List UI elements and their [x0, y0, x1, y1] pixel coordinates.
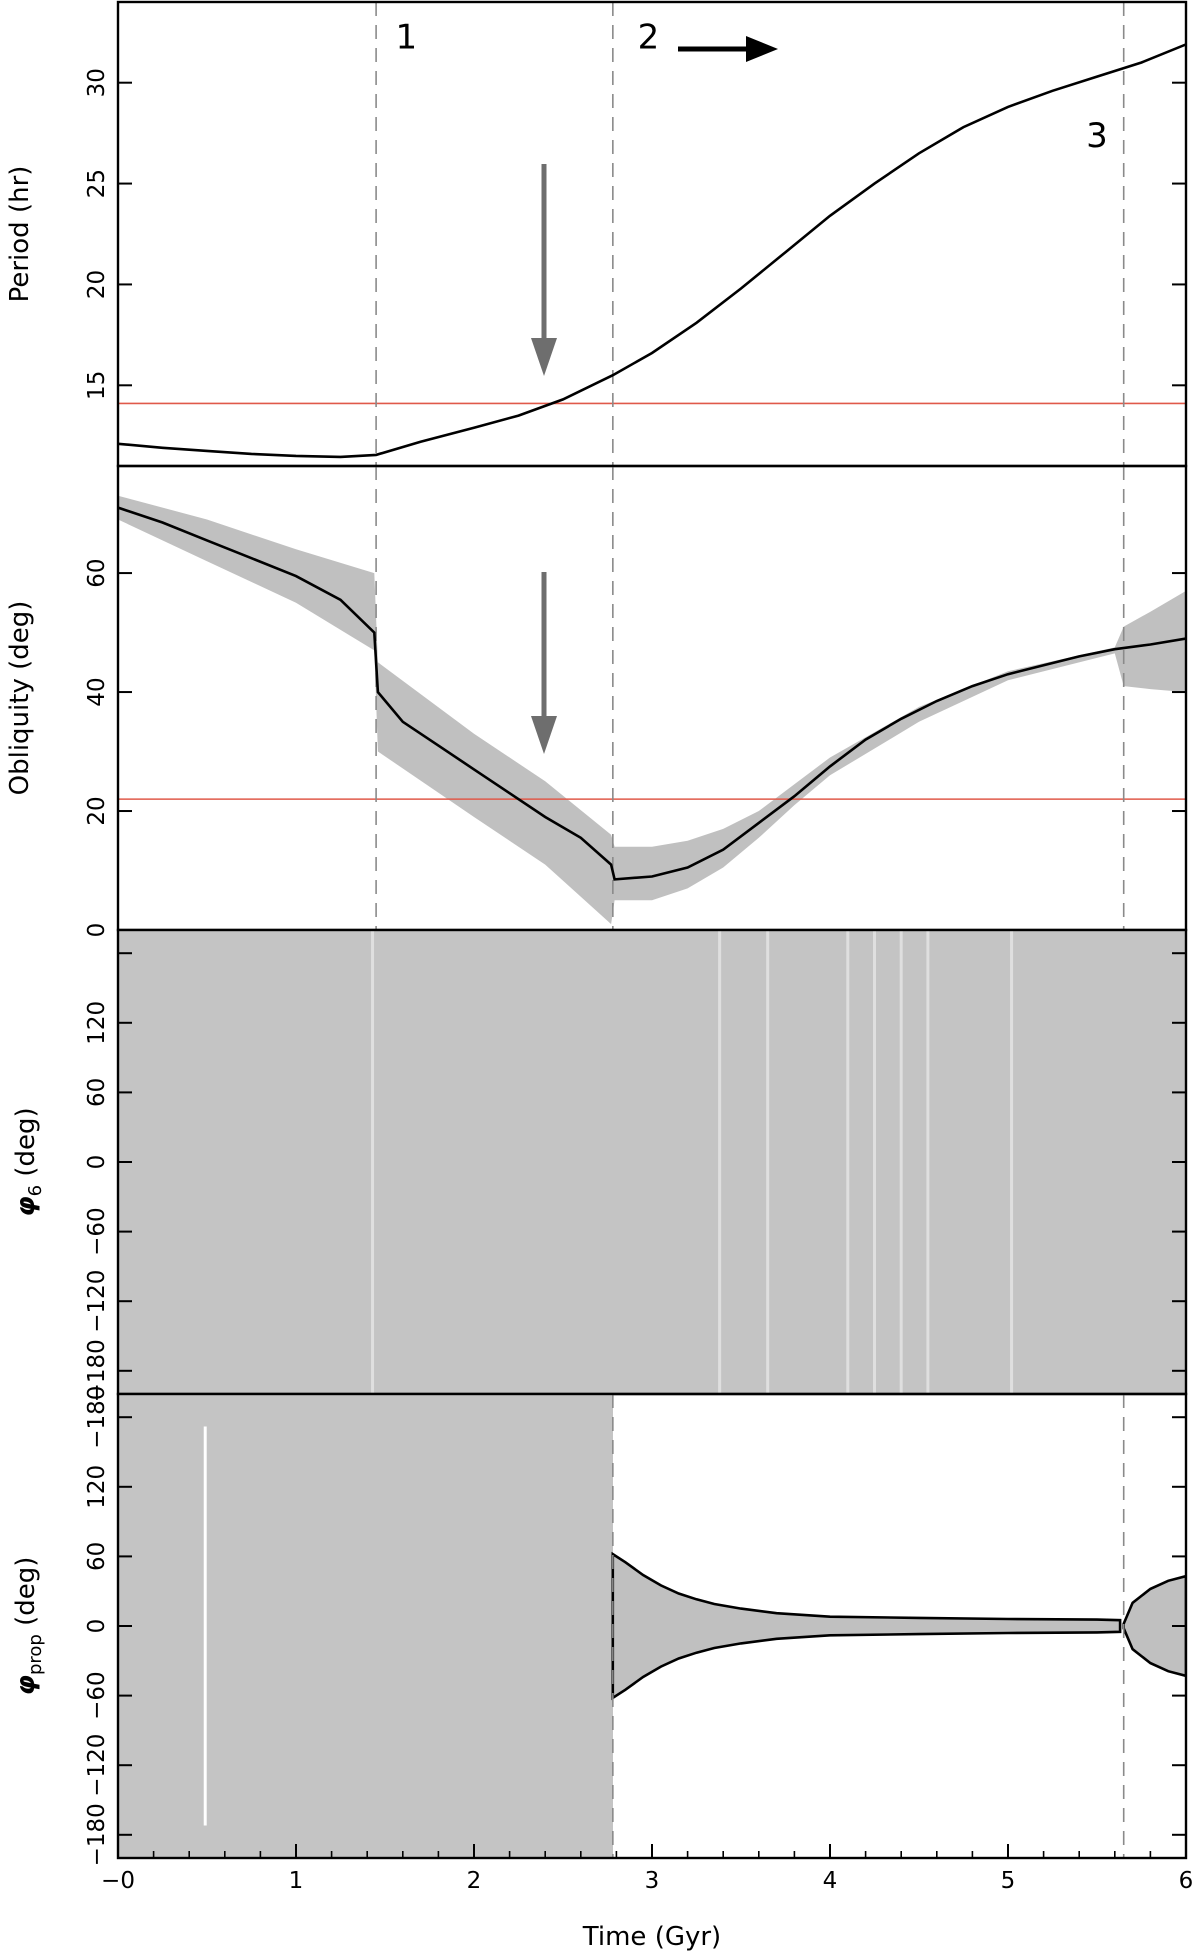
x-axis-label: Time (Gyr)	[582, 1922, 721, 1952]
period-y-axis-label: Period (hr)	[5, 166, 35, 303]
obliquity-curve	[118, 506, 1186, 881]
region-label-3: 3	[1086, 116, 1108, 156]
x-tick-label: −0	[101, 1868, 135, 1894]
y-tick-label: 60	[84, 1078, 110, 1107]
gray-down-arrow-period	[531, 164, 557, 376]
phiprop-libration-band-1	[611, 1551, 1122, 1701]
y-tick-label: 20	[84, 796, 110, 825]
x-tick-label: 6	[1179, 1868, 1194, 1894]
x-tick-label: 5	[1001, 1868, 1016, 1894]
phiprop-libration-band-2	[1122, 1574, 1186, 1678]
y-tick-label: −180	[84, 1339, 110, 1402]
panel-obliquity: 0 20 40 60 Obliquity (deg)	[5, 464, 1188, 938]
panel-phi6: −180 −120 −60 0 60 120 φ6 (deg)	[11, 928, 1188, 1402]
period-curve	[118, 43, 1186, 459]
x-tick-label: 2	[467, 1868, 482, 1894]
y-tick-label: −60	[84, 1207, 110, 1256]
x-tick-label: 3	[645, 1868, 660, 1894]
y-tick-label: 60	[84, 1542, 110, 1571]
y-tick-label: 20	[84, 270, 110, 299]
y-tick-label: 40	[84, 677, 110, 706]
y-tick-label: 60	[84, 558, 110, 587]
y-tick-label: −60	[84, 1671, 110, 1720]
y-tick-label: 0	[84, 923, 110, 938]
panel-period: 15 20 25 30 Period (hr) 1 2 3	[5, 0, 1188, 468]
phiprop-y-axis-label: φprop (deg)	[11, 1557, 46, 1696]
panel-phiprop: −180 −120 −60 0 60 120 −180 −0 1 2 3 4 5 6 φprop (de…	[11, 1386, 1193, 1952]
region-label-1: 1	[396, 17, 418, 57]
y-tick-label: −180	[84, 1386, 110, 1449]
y-tick-label: 0	[84, 1155, 110, 1170]
y-tick-label: −120	[84, 1270, 110, 1333]
region-label-2: 2	[638, 17, 660, 57]
y-tick-label: −180	[84, 1803, 110, 1866]
gray-down-arrow-obliquity	[531, 572, 557, 754]
y-tick-label: 0	[84, 1619, 110, 1634]
x-tick-label: 4	[823, 1868, 838, 1894]
phiprop-frame	[116, 1392, 1188, 1860]
phi6-y-axis-label: φ6 (deg)	[11, 1107, 46, 1216]
obliquity-oscillation-band	[118, 495, 1186, 925]
black-right-arrow	[678, 36, 778, 62]
x-tick-label: 1	[289, 1868, 304, 1894]
y-tick-label: 30	[84, 68, 110, 97]
obliquity-y-axis-label: Obliquity (deg)	[5, 601, 35, 796]
y-tick-label: 15	[84, 371, 110, 400]
y-tick-label: 25	[84, 169, 110, 198]
y-tick-label: 120	[84, 1001, 110, 1045]
y-tick-label: 120	[84, 1465, 110, 1509]
y-tick-label: −120	[84, 1734, 110, 1797]
period-frame	[116, 0, 1188, 468]
